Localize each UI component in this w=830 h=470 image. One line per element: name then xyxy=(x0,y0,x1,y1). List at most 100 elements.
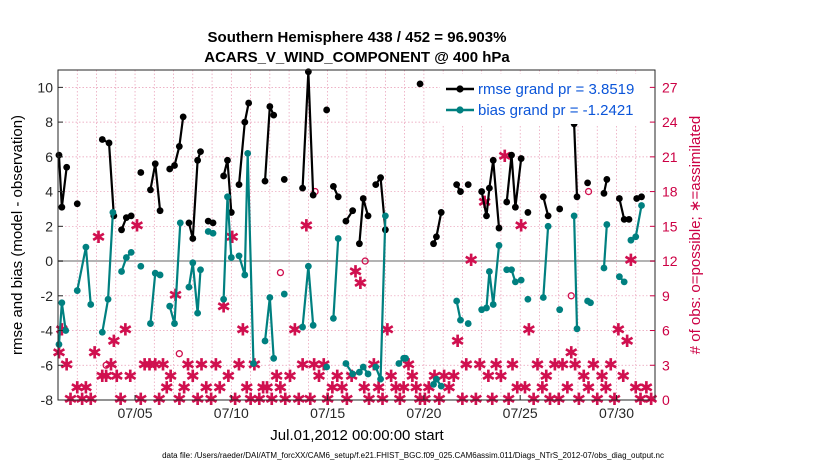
rmse-point xyxy=(105,139,113,147)
rmse-point xyxy=(156,207,164,215)
plot-area xyxy=(58,70,655,400)
bias-line-segment xyxy=(237,152,255,364)
bias-point xyxy=(104,295,112,303)
obs-possible-marker xyxy=(361,257,369,265)
obs-assimilated-marker: ✱ xyxy=(213,378,227,398)
rmse-point xyxy=(98,136,106,143)
bias-line-segment xyxy=(573,215,579,329)
bias-point xyxy=(261,337,269,345)
obs-assimilated-marker: ✱ xyxy=(123,367,137,387)
obs-assimilated-marker: ✱ xyxy=(389,378,403,398)
obs-assimilated-marker: ✱ xyxy=(616,367,630,387)
x-tick-label: 07/25 xyxy=(503,405,538,421)
rmse-point xyxy=(539,193,547,201)
bias-point xyxy=(209,229,217,237)
obs-assimilated-marker: ✱ xyxy=(256,378,270,398)
bias-point xyxy=(570,212,578,220)
bias-point xyxy=(176,219,184,227)
obs-assimilated-marker: ✱ xyxy=(181,355,195,375)
obs-assimilated-marker: ✱ xyxy=(555,355,569,375)
rmse-point xyxy=(556,205,564,213)
obs-assimilated-marker: ✱ xyxy=(518,378,532,398)
bias-point xyxy=(600,264,608,272)
obs-assimilated-marker: ✱ xyxy=(397,378,411,398)
bias-point xyxy=(166,302,174,310)
y-axis-label: rmse and bias (model - observation) xyxy=(9,115,26,355)
bias-series xyxy=(55,149,645,390)
bias-point xyxy=(147,320,154,327)
series-lines xyxy=(55,68,645,390)
rmse-point xyxy=(245,99,253,107)
obs-assimilated-marker: ✱ xyxy=(442,378,456,398)
obs-assimilated-marker: ✱ xyxy=(240,378,254,398)
bias-point xyxy=(241,271,249,279)
obs-assimilated-marker: ✱ xyxy=(535,378,549,398)
obs-assimilated-marker: ✱ xyxy=(70,378,84,398)
obs-assimilated-marker: ✱ xyxy=(299,216,313,236)
bias-point xyxy=(511,278,519,286)
rmse-point xyxy=(189,235,197,242)
obs-assimilated-marker: ✱ xyxy=(629,378,643,398)
obs-assimilated-marker: ✱ xyxy=(586,355,600,375)
obs-assimilated-marker: ✱ xyxy=(209,355,223,375)
bias-point xyxy=(309,321,317,329)
bias-point xyxy=(227,254,235,261)
obs-assimilated-marker: ✱ xyxy=(52,344,66,364)
bias-point xyxy=(185,283,193,291)
obs-assimilated-marker: ✱ xyxy=(236,321,250,341)
bias-point xyxy=(495,242,503,249)
obs-assimilated-marker: ✱ xyxy=(639,378,653,398)
bias-point xyxy=(437,382,445,390)
obs-assimilated-marker: ✱ xyxy=(130,216,144,236)
rmse-point xyxy=(573,193,581,201)
bias-point xyxy=(127,248,135,256)
obs-assimilated-marker: ✱ xyxy=(325,378,339,398)
obs-assimilated-marker: ✱ xyxy=(409,378,423,398)
bias-point xyxy=(55,341,63,348)
obs-assimilated-marker: ✱ xyxy=(604,355,618,375)
obs-assimilated-marker: ✱ xyxy=(142,355,156,375)
obs-assimilated-marker: ✱ xyxy=(335,378,349,398)
obs-assimilated-marker: ✱ xyxy=(599,378,613,398)
obs-possible-marker xyxy=(584,187,593,196)
y2-tick-label: 24 xyxy=(662,114,678,130)
bias-point xyxy=(615,273,623,281)
obs-assimilated-marker: ✱ xyxy=(380,321,394,341)
bias-point xyxy=(620,278,628,286)
rmse-point xyxy=(304,68,312,76)
y2-tick-label: 21 xyxy=(662,149,678,165)
obs-assimilated-marker: ✱ xyxy=(384,367,398,387)
rmse-point xyxy=(280,176,288,183)
bias-point xyxy=(524,295,532,303)
obs-assimilated-marker: ✱ xyxy=(330,367,344,387)
y-tick-label: -8 xyxy=(41,392,54,408)
rmse-point xyxy=(299,184,306,192)
y-tick-label: 4 xyxy=(45,184,53,200)
rmse-point xyxy=(175,143,183,150)
obs-possible-marker xyxy=(175,350,183,358)
rmse-point xyxy=(185,219,193,227)
obs-assimilated-marker: ✱ xyxy=(295,355,309,375)
y2-tick-label: 9 xyxy=(662,288,670,304)
legend-box xyxy=(440,74,648,124)
bias-point xyxy=(280,290,288,298)
rmse-point xyxy=(584,179,591,187)
obs-assimilated-marker: ✱ xyxy=(473,355,487,375)
y-tick-label: 10 xyxy=(37,79,53,95)
obs-assimilated-marker: ✱ xyxy=(107,332,121,352)
bias-point xyxy=(381,212,389,220)
obs-assimilated-marker: ✱ xyxy=(118,321,132,341)
obs-assimilated-marker: ✱ xyxy=(186,367,200,387)
rmse-point xyxy=(151,160,159,168)
bias-point xyxy=(197,266,204,274)
obs-assimilated-marker: ✱ xyxy=(522,321,536,341)
rmse-point xyxy=(615,195,623,202)
obs-assimilated-marker: ✱ xyxy=(87,344,101,364)
obs-assimilated-marker: ✱ xyxy=(481,367,495,387)
y-tick-label: -4 xyxy=(41,323,54,339)
bias-point xyxy=(433,375,440,383)
obs-assimilated-marker: ✱ xyxy=(95,367,109,387)
bias-point xyxy=(627,236,635,244)
obs-assimilated-marker: ✱ xyxy=(450,332,464,352)
x-tick-label: 07/15 xyxy=(310,405,345,421)
